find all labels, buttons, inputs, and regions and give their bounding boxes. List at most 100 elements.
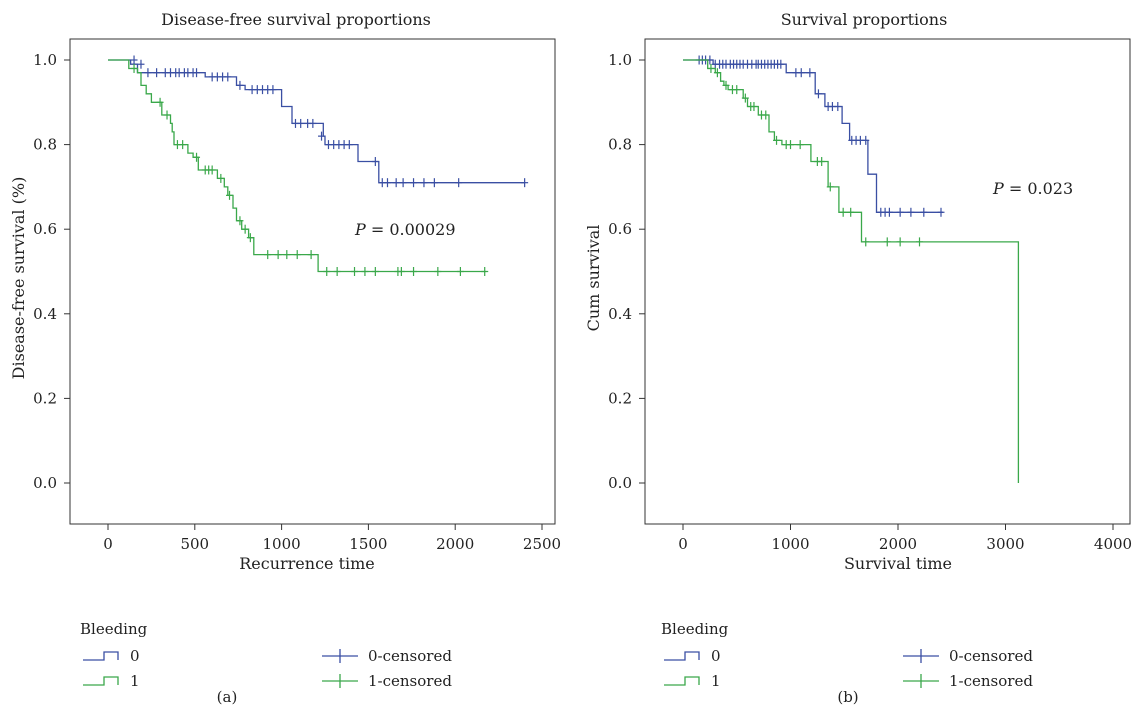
panel-b-x-tick-label: 3000 xyxy=(986,535,1024,553)
legend-step-swatch xyxy=(83,651,119,661)
panel-a-series-0-censor-mark xyxy=(521,178,529,188)
panel-b-series-1-censor-mark xyxy=(713,68,721,78)
panel-a-series-0-censor-mark xyxy=(309,118,317,128)
panel-a-plot-frame xyxy=(69,38,556,525)
panel-a: Disease-free survival proportions 0 500 10… xyxy=(9,10,561,706)
panel-a-series-1-censor-mark xyxy=(130,63,138,73)
panel-a-legend-item-1-censored: 1-censored xyxy=(322,672,452,690)
panel-a-series-0-censor-mark xyxy=(420,178,428,188)
panel-a-series-1-censor-mark xyxy=(323,267,331,276)
panel-a-series-0-censor-mark xyxy=(345,140,353,150)
panel-a-series-0-censor-mark xyxy=(318,131,326,141)
panel-b-series-1-censor-mark xyxy=(787,140,794,150)
panel-a-series-0-censor-mark xyxy=(193,68,201,78)
panel-a-series-0-censor-mark xyxy=(383,178,391,188)
panel-a-series-0-censor-mark xyxy=(153,68,161,78)
panel-b-series-0-censor-mark xyxy=(814,89,822,99)
panel-b-y-tick-label: 0.2 xyxy=(608,389,632,407)
panel-a-x-axis-label: Recurrence time xyxy=(239,554,375,573)
panel-b-series-0-censor-mark xyxy=(920,207,928,217)
panel-b-series-0-censor-mark xyxy=(885,207,893,217)
panel-a-y-axis-label: Disease-free survival (%) xyxy=(9,177,28,380)
panel-a-x-tick-label: 1500 xyxy=(349,535,387,553)
panel-a-y-tick-label: 0.0 xyxy=(33,474,57,492)
panel-b-caption: (b) xyxy=(837,688,858,706)
panel-a-series-0-censor-mark xyxy=(392,178,400,188)
legend-label: 1-censored xyxy=(368,672,452,690)
panel-a-title: Disease-free survival proportions xyxy=(161,10,431,29)
panel-a-series-0-censor-mark xyxy=(410,178,418,188)
panel-a-x-tick-label: 2000 xyxy=(436,535,474,553)
panel-a-series-1-censor-mark xyxy=(333,267,341,276)
panel-a-series-1-censor-mark xyxy=(208,165,216,175)
panel-b-series-0-censor-mark xyxy=(896,207,904,217)
panel-b-series-1-censor-mark xyxy=(839,207,847,217)
panel-b-title: Survival proportions xyxy=(781,10,948,29)
panel-b-x-tick-label: 0 xyxy=(678,535,688,553)
panel-b-y-tick-label: 0.6 xyxy=(608,220,632,238)
panel-a-legend-item-0: 0 xyxy=(83,647,140,665)
panel-b-series-0-censor-mark xyxy=(797,68,805,78)
panel-b-series-0-censor-mark xyxy=(777,59,785,69)
panel-a-p-symbol: P xyxy=(354,220,366,239)
panel-b-y-tick-label: 0.0 xyxy=(608,474,632,492)
panel-b-series-1-censor-mark xyxy=(916,237,923,247)
panel-a-series-1-censor-mark xyxy=(274,250,282,260)
panel-b-series-1-censor-mark xyxy=(862,237,870,247)
legend-step-swatch xyxy=(83,676,119,686)
panel-b-series-1-censor-mark xyxy=(707,63,715,73)
panel-a-series-1-censor-mark xyxy=(371,267,379,276)
panel-a-series-1-censor-mark xyxy=(293,250,301,260)
panel-a-series-1-censor-mark xyxy=(217,173,225,183)
panel-b-y-tick-label: 0.8 xyxy=(608,136,632,154)
panel-a-series-0-censor-mark xyxy=(224,72,232,82)
panel-b-x-tick-label: 4000 xyxy=(1094,535,1132,553)
panel-a-series-1-censor-mark xyxy=(434,267,442,276)
legend-label: 0 xyxy=(130,647,140,665)
panel-b-p-text: = 0.023 xyxy=(1004,179,1073,198)
legend-label: 0 xyxy=(711,647,721,665)
panel-a-series-0-censor-mark xyxy=(430,178,438,188)
panel-a-series-1-line xyxy=(108,59,487,273)
panel-b-plot-area xyxy=(683,55,1020,483)
panel-b-legend-item-1-censored: 1-censored xyxy=(903,672,1033,690)
panel-b-series-0-censor-mark xyxy=(806,68,814,78)
panel-b-series-1-censor-mark xyxy=(826,182,834,192)
panel-b-series-1-censor-mark xyxy=(722,80,730,90)
legend-label: 0-censored xyxy=(949,647,1033,665)
panel-b-series-1-censor-mark xyxy=(762,110,770,120)
panel-a-series-1-censor-mark xyxy=(179,140,187,150)
panel-b-p-symbol: P xyxy=(992,179,1004,198)
panel-a-x-tick-label: 0 xyxy=(103,535,113,553)
panel-a-series-1-censor-mark xyxy=(246,233,254,243)
panel-a-x-ticks: 0 500 1000 1500 2000 2500 xyxy=(103,524,561,553)
panel-a-x-tick-label: 500 xyxy=(180,535,209,553)
panel-a-series-1-censor-mark xyxy=(236,216,244,226)
panel-b-series-0-censor-mark xyxy=(862,135,870,145)
panel-a-series-1-censor-mark xyxy=(351,267,359,276)
panel-a-p-text: = 0.00029 xyxy=(366,220,456,239)
panel-b-series-1-censor-mark xyxy=(818,157,826,167)
panel-b-y-ticks: 0.0 0.2 0.4 0.6 0.8 1.0 xyxy=(608,51,645,492)
panel-b-series-1-censor-mark xyxy=(896,237,904,247)
panel-b-series-1-censor-mark xyxy=(741,93,749,103)
panel-b-series-0-censor-mark xyxy=(834,102,842,112)
panel-a-series-0-censor-mark xyxy=(137,59,145,69)
legend-step-swatch xyxy=(664,651,700,661)
panel-a-series-1-censor-mark xyxy=(456,267,464,276)
panel-a-series-1-censor-mark xyxy=(307,250,315,260)
panel-a-series-0-censor-mark xyxy=(297,118,305,128)
panel-a-legend-item-0-censored: 0-censored xyxy=(322,647,452,665)
panel-b-series-1-censor-mark xyxy=(733,85,741,95)
panel-b-x-ticks: 0 1000 2000 3000 4000 xyxy=(678,524,1132,553)
panel-b-legend-item-1: 1 xyxy=(664,672,721,690)
panel-a-series-0-censor-mark xyxy=(130,55,138,65)
panel-b-series-1-censor-mark xyxy=(883,237,891,247)
legend-label: 1 xyxy=(711,672,721,690)
panel-a-series-1-censor-mark xyxy=(241,224,249,234)
panel-a-x-tick-label: 1000 xyxy=(263,535,301,553)
panel-b-series-0-censor-mark xyxy=(907,207,915,217)
panel-a-series-1-censor-mark xyxy=(397,267,405,276)
panel-b-x-tick-label: 2000 xyxy=(879,535,917,553)
panel-a-y-tick-label: 0.8 xyxy=(33,136,57,154)
